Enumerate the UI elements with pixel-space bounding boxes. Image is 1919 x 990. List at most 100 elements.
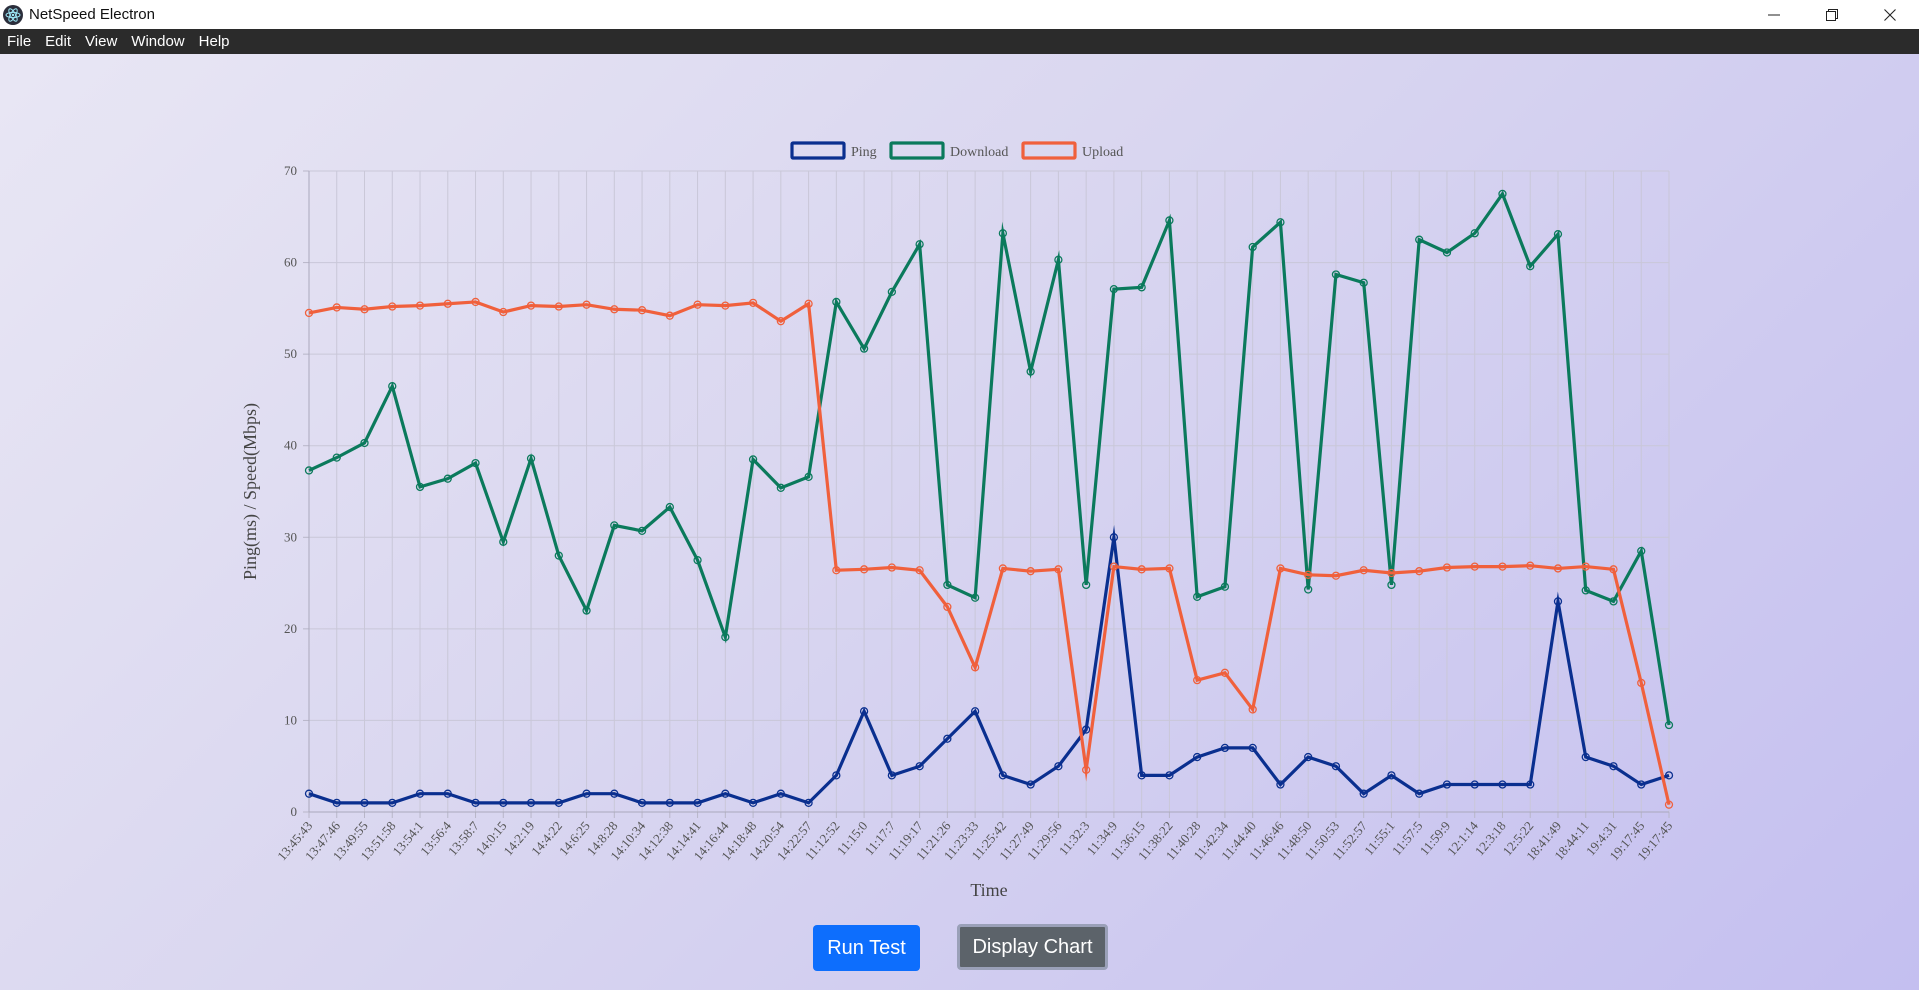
minimize-icon [1768,14,1780,15]
ping-data-point [360,798,369,807]
upload-data-point [1387,568,1396,578]
ping-data-point [804,798,813,807]
legend-swatch-ping [790,141,846,160]
ping-series-line [308,524,1670,805]
download-data-point [1470,229,1479,238]
minimize-button[interactable] [1745,0,1803,29]
x-axis-title: Time [970,880,1007,900]
close-icon [1884,8,1896,21]
ping-data-point [1081,725,1091,734]
upload-data-point [637,306,647,315]
ping-data-point [1248,743,1257,753]
upload-data-point [1165,564,1174,573]
ping-data-point [1054,762,1063,771]
window-title: NetSpeed Electron [29,6,155,23]
upload-data-point [1220,668,1230,677]
upload-data-point [526,301,536,310]
display-chart-button[interactable]: Display Chart [957,924,1108,970]
ping-data-point [1498,780,1507,789]
ping-data-point [915,762,924,771]
upload-data-point [1415,567,1424,576]
ping-data-point [1304,752,1313,762]
y-tick-label: 10 [284,712,297,727]
upload-data-point [1248,705,1257,714]
y-tick-label: 0 [291,804,298,819]
upload-data-point [499,307,508,317]
ping-data-point [1415,789,1424,798]
upload-data-point [693,300,702,309]
ping-data-point [1470,780,1479,789]
menu-window[interactable]: Window [131,33,185,50]
download-data-point [1304,585,1313,594]
upload-data-point [915,566,924,575]
download-data-point [665,502,674,512]
upload-data-point [1331,571,1341,580]
download-data-point [859,344,869,353]
download-data-point [1331,270,1341,279]
ping-data-point [610,789,619,798]
menu-file[interactable]: File [7,33,32,50]
ping-data-point [554,798,563,807]
ping-data-point [332,798,341,807]
ping-data-point [970,707,980,716]
ping-data-point [1526,780,1535,789]
run-test-button[interactable]: Run Test [813,925,920,971]
upload-data-point [1498,562,1507,571]
legend-label-upload: Upload [1082,145,1123,160]
ping-data-point [998,771,1008,780]
restore-button[interactable] [1803,0,1861,29]
menu-help[interactable]: Help [198,33,230,50]
upload-data-point [388,302,397,311]
download-series-line [308,190,1671,726]
download-data-point [360,438,369,448]
download-data-point [970,593,980,602]
ping-data-point [1609,762,1618,771]
download-data-point [526,454,536,463]
upload-data-point [1470,562,1479,571]
ping-data-point [776,789,785,798]
download-data-point [1415,235,1424,244]
download-data-point [943,580,952,590]
y-axis-title: Ping(ms) / Speed(Mbps) [240,403,261,580]
download-data-point [832,297,841,307]
ping-data-point [1193,752,1202,762]
download-data-point [471,458,480,468]
upload-data-point [332,303,341,312]
download-data-point [1193,592,1202,601]
ping-data-point [1109,533,1119,542]
upload-data-point [970,663,980,672]
upload-data-point [1193,675,1202,685]
menu-view[interactable]: View [85,33,118,50]
upload-data-point [1637,678,1646,688]
close-button[interactable] [1861,0,1919,29]
ping-data-point [1387,771,1396,780]
ping-data-point [582,789,591,798]
download-data-point [1109,284,1119,294]
upload-series-line [308,300,1671,806]
upload-data-point [859,565,869,574]
upload-data-point [443,299,452,308]
download-data-point [1553,230,1563,239]
download-data-point [1359,278,1368,287]
ping-data-point [471,798,480,807]
download-data-point [776,483,785,492]
upload-data-point [1304,570,1313,579]
download-data-point [1026,367,1035,376]
upload-data-point [1109,562,1119,571]
ping-data-point [1137,771,1146,780]
ping-data-point [1276,780,1285,789]
download-data-point [415,482,425,492]
download-data-point [1609,597,1618,606]
menu-edit[interactable]: Edit [45,33,72,50]
download-data-point [748,455,758,464]
ping-data-point [443,789,452,798]
upload-data-point [721,301,730,310]
legend-label-download: Download [950,145,1008,160]
download-data-point [1165,216,1174,225]
title-bar: NetSpeed Electron [0,0,1919,29]
upload-data-point [360,305,369,314]
y-tick-label: 20 [284,621,297,636]
upload-data-point [304,308,314,318]
y-tick-label: 40 [284,438,297,453]
upload-data-point [804,299,813,308]
